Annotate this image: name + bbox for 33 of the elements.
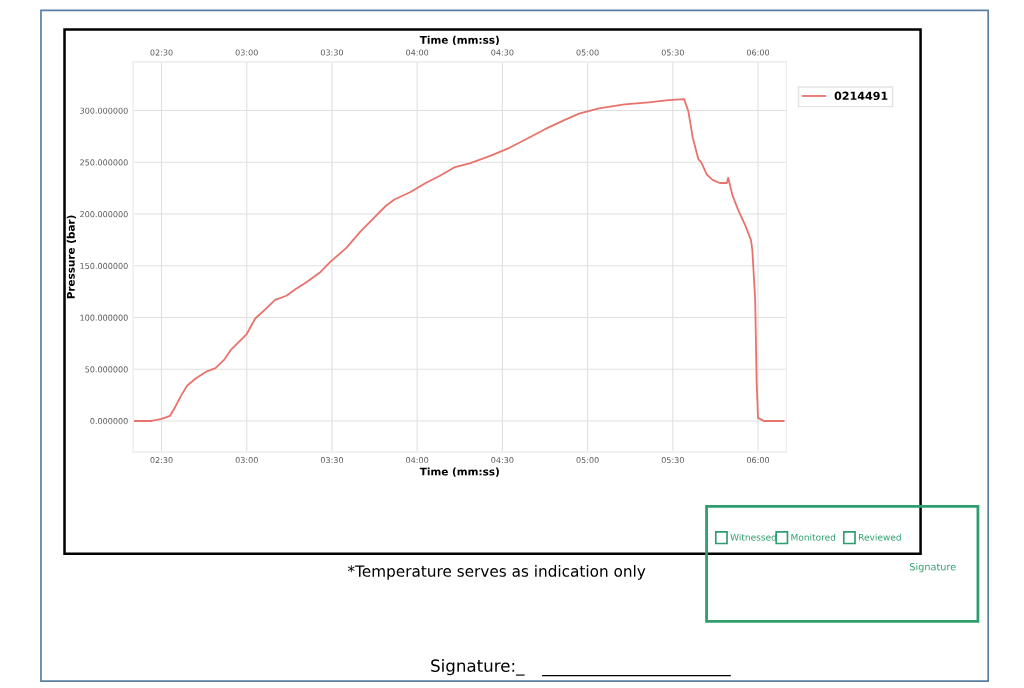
x2-tick-label: 05:30 <box>661 49 684 56</box>
x-tick-label: 03:30 <box>320 457 344 464</box>
y-tick-label: 150.000000 <box>80 262 128 269</box>
x2-tick-label: 03:00 <box>235 49 258 56</box>
x-tick-label: 05:00 <box>576 457 599 464</box>
y-axis-title: Pressure (bar) <box>66 215 76 299</box>
x-tick-label: 04:30 <box>491 457 514 464</box>
x-tick-label: 03:00 <box>235 457 258 464</box>
y-tick-label: 100.000000 <box>80 314 128 321</box>
y-tick-label: 50.000000 <box>85 366 128 373</box>
x2-tick-label: 02:30 <box>150 49 173 56</box>
x-tick-label: 06:00 <box>746 457 770 464</box>
legend-label: 0214491 <box>834 91 888 101</box>
line-series <box>133 98 785 422</box>
x2-tick-label: 03:30 <box>320 49 344 56</box>
x-tick-label: 04:00 <box>406 457 429 464</box>
x-tick-label: 05:30 <box>661 457 684 464</box>
text: *Temperature serves as indication only <box>347 565 646 580</box>
y-tick-label: 0.000000 <box>90 418 128 425</box>
x2-axis-title: Time (mm:ss) <box>419 35 499 46</box>
x2-tick-label: 04:30 <box>491 49 514 56</box>
y-tick-label: 300.000000 <box>80 107 128 114</box>
text: Monitored <box>791 533 836 541</box>
y-tick-label: 200.000000 <box>80 211 128 218</box>
text: Signature:_ <box>431 659 525 676</box>
x2-tick-label: 06:00 <box>746 49 770 56</box>
text: Signature <box>909 562 956 573</box>
x-axis-title: Time (mm:ss) <box>419 467 499 477</box>
x2-tick-label: 04:00 <box>406 49 429 56</box>
x-tick-label: 02:30 <box>150 457 173 464</box>
y-tick-label: 250.000000 <box>80 159 128 166</box>
x2-tick-label: 05:00 <box>576 49 599 56</box>
text: Reviewed <box>859 533 901 541</box>
